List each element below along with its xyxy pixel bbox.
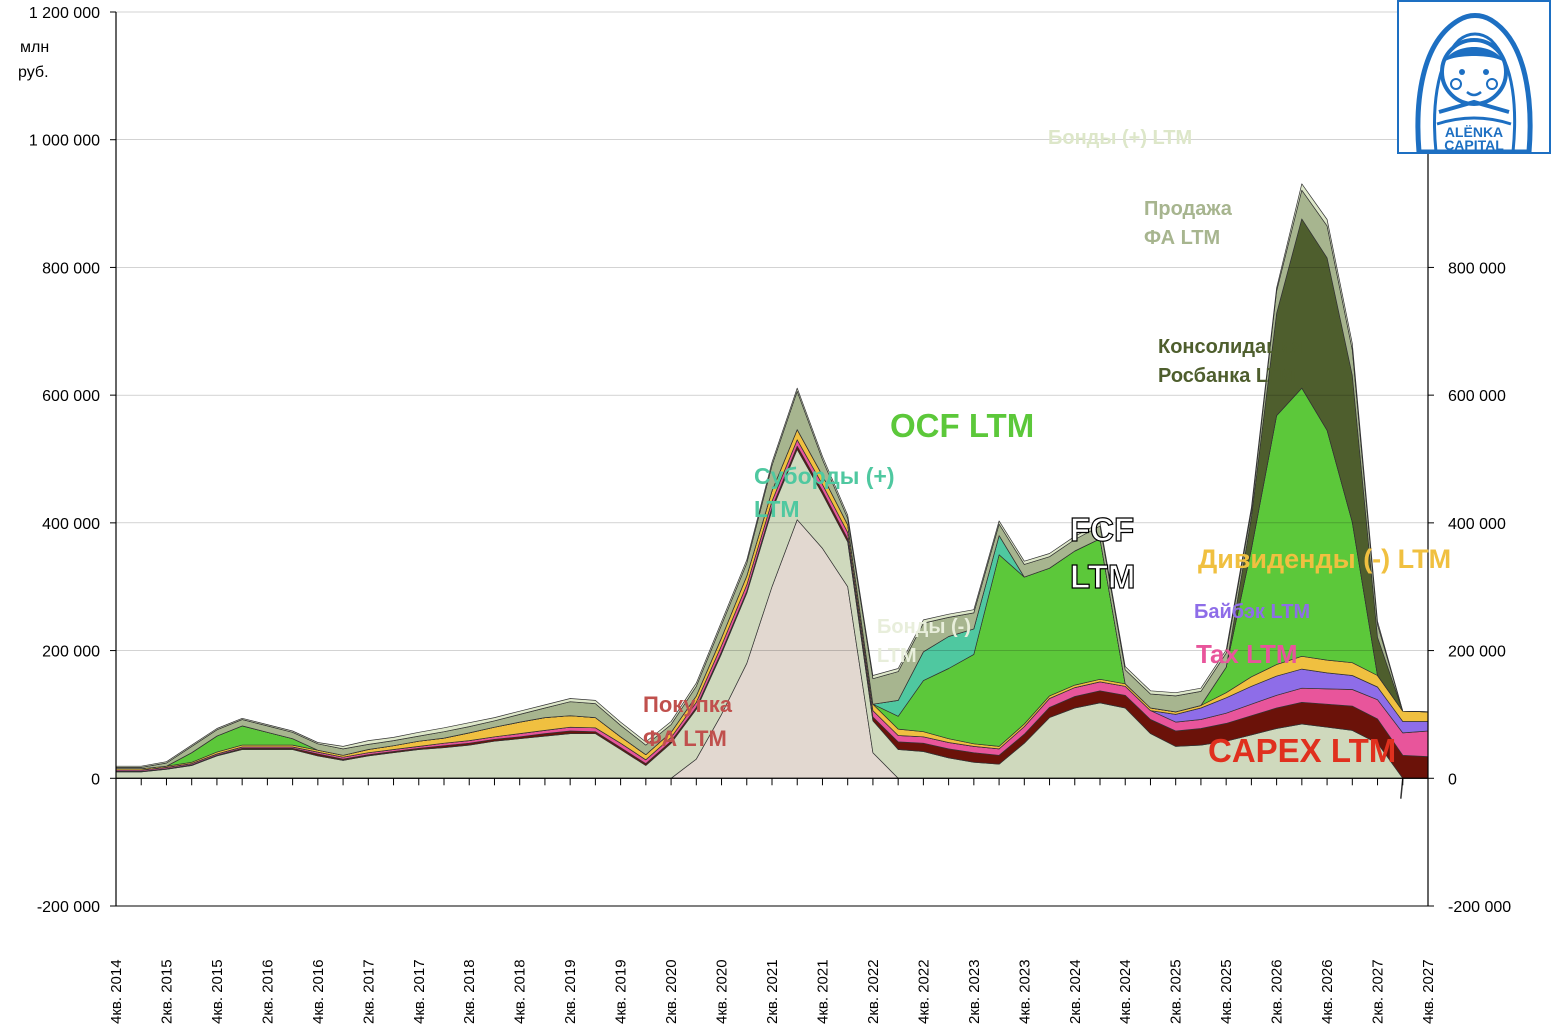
x-tick-label: 4кв. 2017 xyxy=(411,959,428,1024)
annotation-label: CAPEX LTM xyxy=(1208,732,1396,769)
x-tick-label: 4кв. 2018 xyxy=(512,959,529,1024)
area-series-layer xyxy=(115,183,1429,799)
x-tick-label: 4кв. 2015 xyxy=(209,959,226,1024)
x-tick-label: 4кв. 2027 xyxy=(1420,959,1437,1024)
y-left-tick-label: 1 200 000 xyxy=(29,5,100,22)
unit-label-line2: руб. xyxy=(18,64,49,81)
annotation-label: OCF LTM xyxy=(890,407,1034,444)
y-left-tick-label: 800 000 xyxy=(42,260,100,277)
axes xyxy=(110,11,1434,907)
y-left-tick-label: 1 000 000 xyxy=(29,133,100,150)
x-tick-label: 4кв. 2022 xyxy=(915,959,932,1024)
annotation-label: Продажа xyxy=(1144,198,1233,220)
annotation-label: Покупка xyxy=(643,692,733,717)
annotation-label: LTM xyxy=(1070,558,1135,595)
x-tick-label: 2кв. 2022 xyxy=(865,959,882,1024)
logo-text-line1: ALЁNKA xyxy=(1445,124,1503,140)
x-tick-label: 2кв. 2027 xyxy=(1370,959,1387,1024)
x-tick-label: 4кв. 2020 xyxy=(714,959,731,1024)
alenka-capital-logo: ALЁNKA CAPITAL xyxy=(1397,0,1551,155)
y-right-tick-label: 400 000 xyxy=(1448,516,1506,533)
y-right-tick-label: 0 xyxy=(1448,771,1457,788)
annotation-label: Бонды (-) xyxy=(877,616,971,638)
x-tick-label: 2кв. 2026 xyxy=(1269,959,1286,1024)
x-tick-label: 2кв. 2019 xyxy=(562,959,579,1024)
annotation-label: LTM xyxy=(877,645,917,667)
x-tick-label: 4кв. 2026 xyxy=(1319,959,1336,1024)
annotation-label: Дивиденды (-) LTM xyxy=(1198,544,1451,574)
annotation-label: Росбанка LTM xyxy=(1158,365,1296,387)
unit-label-line1: млн xyxy=(20,39,49,56)
x-tick-label: 4кв. 2019 xyxy=(613,959,630,1024)
x-tick-label: 2кв. 2021 xyxy=(764,959,781,1024)
tick-labels: 1 200 000 1 000 000 800 000 600 000 400 000 2… xyxy=(29,5,1511,1024)
y-right-tick-label: 200 000 xyxy=(1448,644,1506,661)
annotation-label: Бонды (+) LTM xyxy=(1048,127,1192,149)
y-right-tick-label: 600 000 xyxy=(1448,388,1506,405)
annotation-label: LTM xyxy=(754,496,800,522)
y-left-tick-label: 600 000 xyxy=(42,388,100,405)
y-left-tick-label: 200 000 xyxy=(42,644,100,661)
annotation-label: Tax LTM xyxy=(1196,639,1298,669)
y-right-tick-label: -200 000 xyxy=(1448,899,1511,916)
x-tick-label: 2кв. 2015 xyxy=(158,959,175,1024)
y-right-tick-label: 800 000 xyxy=(1448,260,1506,277)
matryoshka-logo-icon: ALЁNKA CAPITAL xyxy=(1415,13,1533,155)
logo-text-line2: CAPITAL xyxy=(1444,137,1504,152)
x-tick-label: 2кв. 2016 xyxy=(259,959,276,1024)
x-tick-label: 4кв. 2023 xyxy=(1016,959,1033,1024)
x-tick-label: 4кв. 2025 xyxy=(1218,959,1235,1024)
y-left-tick-label: 0 xyxy=(91,771,100,788)
x-tick-label: 2кв. 2024 xyxy=(1067,959,1084,1024)
annotation-label: ФА LTM xyxy=(643,726,727,751)
annotations: Бонды (+) LTM Продажа ФА LTM Консолидация Ро… xyxy=(643,127,1451,769)
x-tick-label: 2кв. 2023 xyxy=(966,959,983,1024)
x-tick-label: 2кв. 2025 xyxy=(1168,959,1185,1024)
x-tick-label: 4кв. 2016 xyxy=(310,959,327,1024)
annotation-label: Суборды (+) xyxy=(754,463,895,489)
x-tick-label: 2кв. 2020 xyxy=(663,959,680,1024)
annotation-label: Байбэк LTM xyxy=(1194,601,1310,623)
area-series-10 xyxy=(115,183,1429,768)
annotation-label: FCF xyxy=(1070,511,1134,548)
y-left-tick-label: 400 000 xyxy=(42,516,100,533)
annotation-label: Консолидация xyxy=(1158,336,1302,358)
x-tick-label: 2кв. 2018 xyxy=(461,959,478,1024)
annotation-label: ФА LTM xyxy=(1144,227,1220,249)
x-tick-label: 4кв. 2021 xyxy=(814,959,831,1024)
x-tick-label: 4кв. 2014 xyxy=(108,959,125,1024)
x-tick-label: 2кв. 2017 xyxy=(360,959,377,1024)
x-tick-label: 4кв. 2024 xyxy=(1117,959,1134,1024)
y-left-tick-label: -200 000 xyxy=(37,899,100,916)
